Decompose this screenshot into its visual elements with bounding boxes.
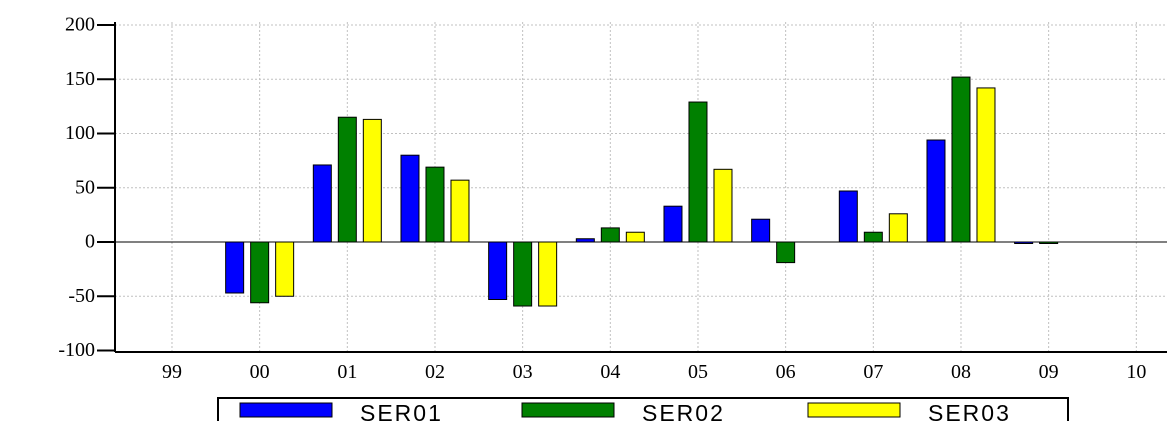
bar-ser03 <box>976 87 996 243</box>
bars <box>225 76 1059 307</box>
y-tick-labels: 200 150 100 50 0 -50 -100 <box>58 14 95 362</box>
x-tick-label: 99 <box>162 361 182 383</box>
bar-ser02 <box>1039 241 1059 244</box>
legend-label-ser02: SER02 <box>642 400 725 421</box>
legend-swatch-ser03 <box>807 402 901 418</box>
bar-ser02 <box>688 101 708 243</box>
legend: SER01 SER02 SER03 <box>217 397 1069 421</box>
x-tick-label: 09 <box>1039 361 1059 383</box>
bar-ser01 <box>488 241 508 301</box>
bar-ser01 <box>225 241 245 294</box>
bar-ser02 <box>513 241 533 307</box>
bar-ser01 <box>312 164 332 243</box>
legend-label-ser03: SER03 <box>928 400 1011 421</box>
legend-label-ser01: SER01 <box>360 400 443 421</box>
bar-ser01 <box>926 139 946 243</box>
y-tick-label: -50 <box>68 285 95 307</box>
x-tick-label: 07 <box>863 361 883 383</box>
bar-ser03 <box>538 241 558 307</box>
x-tick-label: 05 <box>688 361 708 383</box>
x-tick-label: 02 <box>425 361 445 383</box>
grid-lines <box>115 22 1167 352</box>
x-tick-label: 01 <box>337 361 357 383</box>
bar-ser02 <box>600 227 620 243</box>
bar-ser03 <box>362 118 382 243</box>
y-tick-label: 0 <box>85 231 95 253</box>
bar-ser01 <box>575 238 595 243</box>
bar-ser03 <box>625 231 645 243</box>
bar-ser02 <box>776 241 796 264</box>
bar-ser03 <box>275 241 295 297</box>
x-tick-label: 10 <box>1126 361 1146 383</box>
bar-ser01 <box>1014 241 1034 244</box>
bar-ser01 <box>751 218 771 243</box>
legend-swatch-ser02 <box>521 402 615 418</box>
bar-ser03 <box>450 179 470 243</box>
bar-ser01 <box>663 205 683 243</box>
y-tick-label: -100 <box>58 339 95 361</box>
bar-ser02 <box>337 116 357 243</box>
x-tick-label: 06 <box>776 361 796 383</box>
x-tick-label: 04 <box>600 361 620 383</box>
bar-ser03 <box>713 168 733 243</box>
bar-ser02 <box>250 241 270 304</box>
y-tick-label: 150 <box>65 68 95 90</box>
x-tick-label: 00 <box>250 361 270 383</box>
bar-ser03 <box>888 213 908 243</box>
bar-ser01 <box>838 190 858 243</box>
bar-ser02 <box>863 231 883 243</box>
legend-swatch-ser01 <box>239 402 333 418</box>
x-tick-label: 08 <box>951 361 971 383</box>
x-tick-label: 03 <box>513 361 533 383</box>
y-tick-label: 100 <box>65 122 95 144</box>
x-tick-labels: 99 00 01 02 03 04 05 06 07 08 09 10 <box>162 361 1146 383</box>
bar-ser02 <box>425 166 445 243</box>
bar-ser01 <box>400 154 420 243</box>
y-tick-label: 200 <box>65 14 95 36</box>
bar-ser02 <box>951 76 971 243</box>
y-tick-label: 50 <box>75 176 95 198</box>
